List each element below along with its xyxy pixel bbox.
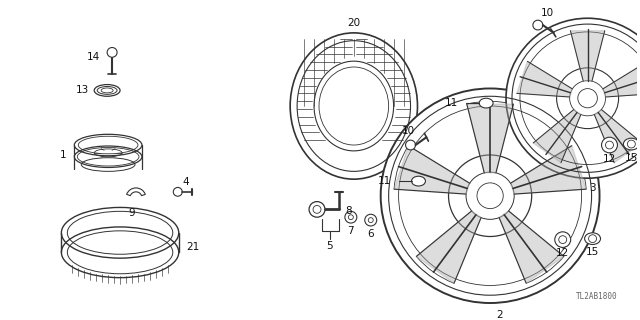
Circle shape: [602, 137, 618, 153]
Text: 10: 10: [541, 8, 554, 18]
Circle shape: [477, 183, 503, 209]
Ellipse shape: [94, 84, 120, 96]
Text: 8: 8: [345, 206, 351, 216]
Text: 14: 14: [87, 52, 100, 62]
Ellipse shape: [623, 138, 639, 150]
Polygon shape: [570, 31, 605, 81]
Circle shape: [173, 188, 182, 196]
Polygon shape: [511, 146, 586, 194]
Text: 20: 20: [348, 18, 360, 28]
Polygon shape: [595, 109, 640, 163]
Polygon shape: [517, 61, 572, 97]
Polygon shape: [499, 211, 564, 283]
Text: 12: 12: [556, 248, 570, 258]
Polygon shape: [394, 146, 470, 194]
Text: 4: 4: [182, 177, 189, 187]
Circle shape: [578, 89, 597, 108]
Text: 6: 6: [367, 229, 374, 239]
Polygon shape: [417, 211, 481, 283]
Circle shape: [107, 47, 117, 57]
Circle shape: [309, 202, 325, 217]
Text: TL2AB1800: TL2AB1800: [576, 292, 618, 301]
Circle shape: [365, 214, 377, 226]
Ellipse shape: [61, 207, 179, 258]
Text: 3: 3: [589, 183, 596, 193]
Text: 9: 9: [129, 208, 135, 218]
Ellipse shape: [412, 176, 426, 186]
Text: 1: 1: [60, 150, 67, 160]
Polygon shape: [533, 109, 581, 163]
Circle shape: [533, 20, 543, 30]
Text: 12: 12: [603, 154, 616, 164]
Circle shape: [555, 232, 571, 247]
Text: 7: 7: [348, 226, 354, 236]
Circle shape: [345, 211, 357, 223]
Text: 11: 11: [445, 98, 458, 108]
Ellipse shape: [584, 233, 600, 244]
Text: 2: 2: [497, 310, 504, 320]
Circle shape: [381, 88, 600, 303]
Circle shape: [506, 18, 640, 178]
Polygon shape: [467, 104, 513, 173]
Text: 21: 21: [187, 243, 200, 252]
Text: 13: 13: [76, 85, 89, 95]
Ellipse shape: [479, 98, 493, 108]
Circle shape: [406, 140, 415, 150]
Polygon shape: [603, 61, 640, 97]
Text: 15: 15: [586, 247, 599, 257]
Text: 15: 15: [625, 153, 638, 163]
Text: 10: 10: [402, 126, 415, 136]
Text: 11: 11: [378, 176, 390, 186]
Text: 5: 5: [326, 242, 333, 252]
Ellipse shape: [74, 134, 142, 156]
Ellipse shape: [290, 33, 417, 179]
